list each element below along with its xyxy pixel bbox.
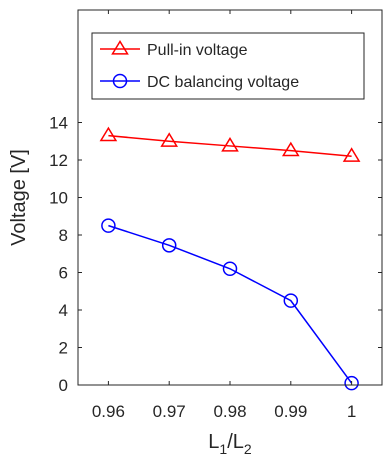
legend-label-1: DC balancing voltage	[147, 74, 299, 91]
x-tick-label: 0.98	[213, 402, 246, 421]
legend-marker-1	[112, 73, 128, 89]
series-1-data-point	[222, 261, 238, 276]
x-axis-label: L1/L2	[208, 431, 252, 457]
x-tick-label: 0.97	[153, 402, 186, 421]
series-layer	[99, 126, 361, 391]
y-tick-label: 10	[49, 189, 68, 208]
y-axis-label: Voltage [V]	[8, 149, 30, 246]
series-line-0	[108, 134, 352, 157]
legend-box	[91, 32, 365, 100]
x-tick-label: 1	[347, 402, 356, 421]
x-tick-label: 0.96	[92, 402, 125, 421]
y-tick-label: 0	[59, 376, 68, 395]
series-1-data-point	[344, 375, 359, 391]
series-0-data-point	[160, 132, 179, 147]
series-0-data-point	[342, 147, 361, 162]
series-1-data-point	[161, 238, 177, 253]
series-1-data-point	[101, 218, 116, 233]
y-tick-label: 4	[59, 301, 68, 320]
y-tick-label: 12	[49, 151, 68, 170]
y-tick-label: 2	[59, 339, 68, 358]
x-label-main2: L	[233, 431, 244, 453]
y-tick-label: 8	[59, 226, 68, 245]
x-label-sub2: 2	[244, 441, 252, 457]
y-tick-label: 14	[49, 114, 68, 133]
x-tick-label: 0.99	[274, 402, 307, 421]
legend: Pull-in voltage DC balancing voltage	[91, 32, 365, 100]
series-line-1	[108, 224, 353, 384]
series-0-data-point	[221, 136, 239, 152]
y-tick-label: 6	[59, 264, 68, 283]
x-label-slash: /	[227, 431, 233, 453]
series-0-data-point	[99, 126, 118, 142]
x-label-main: L	[208, 431, 219, 453]
legend-label-0: Pull-in voltage	[147, 42, 248, 59]
series-0-data-point	[281, 141, 300, 157]
series-1-data-point	[283, 293, 299, 308]
x-label-sub1: 1	[219, 441, 227, 457]
legend-marker-0	[111, 40, 129, 55]
